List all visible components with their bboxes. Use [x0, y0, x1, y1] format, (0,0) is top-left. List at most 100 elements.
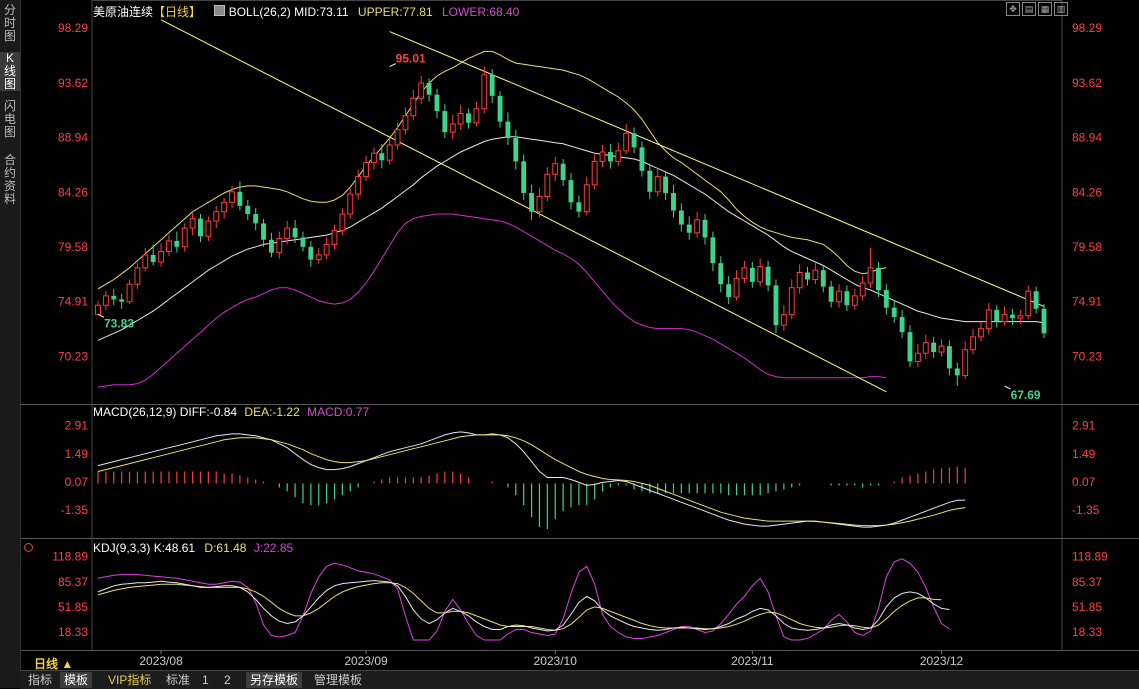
candle: [780, 314, 787, 326]
bottom-tab-7[interactable]: 管理模板: [314, 673, 363, 687]
period-selector[interactable]: 日线 ▲: [34, 657, 74, 671]
candle: [836, 290, 842, 303]
annotation-pointer: [389, 63, 396, 67]
bottom-tab-4[interactable]: 1: [202, 673, 209, 687]
chart-area[interactable]: 98.29 98.29 93.62 93.62 88.94 88.94 84.26 84.26…: [20, 0, 1139, 671]
candle: [434, 94, 440, 112]
y-tick-label-left: 79.58: [58, 240, 88, 254]
y-tick-label-left: 74.91: [58, 295, 88, 309]
candle: [962, 349, 969, 376]
candle: [213, 211, 220, 222]
bottom-tab-6[interactable]: 另存模板: [246, 672, 303, 688]
candle: [229, 191, 235, 203]
candle: [591, 160, 598, 186]
macd-value: MACD:0.77: [307, 405, 370, 419]
bottom-tab-3[interactable]: 标准: [166, 673, 191, 687]
kdj-k-line: [97, 580, 950, 632]
sidebar-tab-3[interactable]: 合约资料: [3, 153, 16, 206]
x-tick-label: 2023/09: [344, 654, 388, 668]
y-tick-label-right: 18.33: [1072, 625, 1102, 639]
settings-icon[interactable]: [24, 543, 33, 552]
candle: [418, 82, 425, 99]
candle: [718, 263, 724, 285]
y-tick-label-right: 74.91: [1072, 295, 1102, 309]
boll-upper-line: [97, 50, 887, 290]
candle: [181, 227, 188, 248]
macd-dea-line: [97, 434, 966, 527]
candle: [529, 192, 535, 212]
y-tick-label-right: 2.91: [1072, 419, 1096, 433]
y-tick-label-right: 93.62: [1072, 76, 1102, 90]
y-tick-label-right: 84.26: [1072, 185, 1102, 199]
bottom-toolbar: 指标 模板 VIP指标 标准 1 2 另存模板 管理模板: [20, 670, 1139, 689]
annotation-pointer: [97, 313, 105, 318]
candle: [639, 147, 645, 171]
y-tick-label-left: 118.89: [52, 550, 88, 564]
candle: [394, 129, 401, 146]
candle: [851, 295, 858, 306]
candle: [292, 228, 298, 238]
bottom-tab-2[interactable]: VIP指标: [108, 673, 152, 687]
candle: [702, 219, 708, 238]
y-tick-label-right: -1.35: [1072, 503, 1100, 517]
macd-dea: DEA:-1.22: [244, 405, 300, 419]
candle: [899, 316, 905, 333]
x-tick-label: 2023/10: [534, 654, 578, 668]
bottom-tab-1[interactable]: 模板: [60, 672, 93, 688]
candle: [158, 250, 165, 263]
y-tick-label-right: 85.37: [1072, 575, 1102, 589]
candle: [576, 202, 582, 212]
instrument-name: 美原油连续: [93, 5, 154, 19]
candle: [347, 193, 354, 215]
period-label: 【日线】: [153, 5, 202, 19]
kdj-k: K:48.61: [153, 541, 196, 555]
candle: [544, 173, 551, 197]
boll-lower-line: [97, 213, 887, 388]
sidebar-tab-2[interactable]: 闪电图: [3, 99, 16, 139]
calendar-icon[interactable]: ▥: [1054, 2, 1068, 16]
y-tick-label-left: 88.94: [58, 131, 88, 145]
candle: [379, 153, 385, 161]
chart-svg[interactable]: 98.29 98.29 93.62 93.62 88.94 88.94 84.26 84.26…: [20, 0, 1139, 670]
sidebar-tab-0[interactable]: 分时图: [3, 3, 16, 43]
layout-icon[interactable]: ▤: [1022, 2, 1036, 16]
candle: [189, 218, 196, 229]
candle: [205, 220, 212, 237]
candle: [300, 237, 306, 247]
candle: [828, 286, 834, 302]
bottom-tab-5[interactable]: 2: [224, 673, 231, 687]
fullscreen-icon[interactable]: ✥: [1006, 2, 1020, 16]
y-tick-label-left: 1.49: [65, 447, 89, 461]
macd-diff: DIFF:-0.84: [179, 405, 238, 419]
candle: [773, 285, 779, 326]
candle: [615, 150, 622, 162]
x-tick-label: 2023/08: [139, 654, 183, 668]
candle: [938, 345, 945, 353]
candle: [749, 267, 755, 282]
candle: [914, 352, 921, 362]
candle: [946, 346, 952, 369]
candle: [489, 74, 495, 96]
candle: [111, 295, 117, 300]
candle: [710, 237, 716, 264]
candle: [647, 170, 653, 192]
y-tick-label-left: 84.26: [58, 185, 88, 199]
channel-line-1: [389, 31, 1045, 307]
y-tick-label-left: 18.33: [58, 625, 88, 639]
candle: [521, 161, 527, 193]
candle: [1041, 308, 1047, 334]
candle: [276, 238, 283, 254]
annotation-label: 95.01: [396, 52, 426, 66]
y-tick-label-left: -1.35: [61, 503, 89, 517]
y-tick-label-right: 88.94: [1072, 131, 1102, 145]
candle: [355, 176, 362, 195]
y-tick-label-right: 51.85: [1072, 600, 1102, 614]
candle: [671, 192, 676, 211]
bottom-tab-0[interactable]: 指标: [28, 673, 53, 687]
candle: [386, 144, 393, 161]
y-tick-label-right: 1.49: [1072, 447, 1096, 461]
candle: [607, 152, 613, 162]
grid-icon[interactable]: ▦: [1038, 2, 1052, 16]
